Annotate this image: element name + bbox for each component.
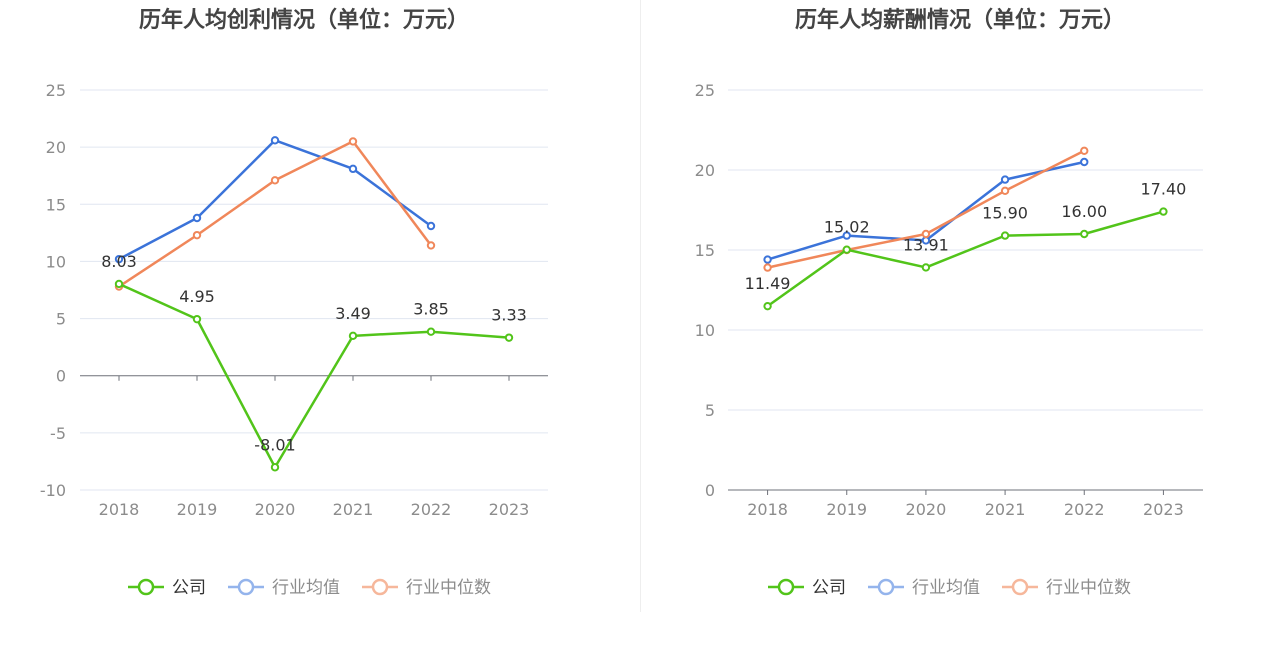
y-tick-label: 20 — [695, 161, 715, 180]
y-tick-label: 10 — [46, 252, 66, 271]
data-point — [842, 245, 851, 254]
series-line-0 — [118, 282, 510, 469]
y-tick-label: 25 — [46, 81, 66, 100]
data-point — [348, 164, 358, 174]
data-point — [426, 221, 436, 231]
x-tick-label: 2019 — [177, 500, 218, 519]
data-label: 3.33 — [491, 306, 527, 325]
right-chart-panel: 历年人均薪酬情况（单位：万元） 0 5 10 15 20 25 2018 2019 2020 202… — [640, 0, 1275, 655]
legend-swatch-marker — [237, 578, 255, 596]
y-tick-label: 5 — [705, 401, 715, 420]
chart-title: 历年人均创利情况（单位：万元） — [139, 7, 469, 33]
data-label: 16.00 — [1061, 202, 1107, 221]
data-point — [1000, 175, 1010, 184]
data-point — [763, 263, 772, 272]
x-tick-label: 2020 — [906, 500, 947, 519]
data-point — [270, 176, 280, 185]
data-point — [270, 463, 280, 472]
data-label: -8.01 — [254, 435, 295, 454]
data-point — [114, 254, 124, 264]
profit-per-capita-chart: 历年人均创利情况（单位：万元） -10 -5 0 5 10 15 20 25 2018 2019 20… — [40, 7, 548, 598]
legend-swatch-marker — [877, 578, 895, 596]
data-point — [114, 279, 124, 289]
panel-divider — [640, 0, 641, 612]
data-label: 8.03 — [101, 252, 137, 271]
x-tick-label: 2019 — [826, 500, 867, 519]
y-tick-label: 15 — [695, 241, 715, 260]
data-point — [1080, 157, 1089, 167]
legend-swatch-marker — [137, 578, 155, 596]
legend-swatch-marker — [1011, 578, 1029, 596]
y-tick-label: 25 — [695, 81, 715, 100]
x-tick-label: 2022 — [411, 500, 452, 519]
data-point — [192, 230, 202, 240]
data-point — [1080, 229, 1089, 239]
data-point — [270, 136, 280, 145]
data-point — [763, 255, 772, 264]
data-point — [504, 333, 514, 342]
data-label: 17.40 — [1141, 180, 1187, 199]
x-tick-label: 2023 — [1143, 500, 1184, 519]
data-point — [1159, 207, 1168, 216]
series-line-1 — [118, 139, 432, 261]
salary-per-capita-chart: 历年人均薪酬情况（单位：万元） 0 5 10 15 20 25 2018 2019 2020 202… — [695, 7, 1203, 598]
legend-label: 行业中位数 — [1046, 578, 1131, 598]
y-tick-label: 0 — [705, 481, 715, 500]
series-line-0 — [766, 210, 1164, 308]
y-tick-label: 5 — [56, 310, 66, 329]
y-tick-label: 10 — [695, 321, 715, 340]
data-label: 15.02 — [824, 218, 870, 237]
x-tick-label: 2018 — [99, 500, 140, 519]
legend-label: 公司 — [812, 578, 846, 598]
data-point — [426, 327, 436, 336]
legend-label: 行业均值 — [272, 578, 340, 598]
chart-title: 历年人均薪酬情况（单位：万元） — [795, 7, 1125, 33]
data-point — [763, 301, 772, 311]
data-point — [921, 229, 931, 239]
data-point — [192, 213, 202, 223]
y-tick-label: 20 — [46, 138, 66, 157]
data-point — [348, 331, 358, 341]
x-tick-label: 2023 — [489, 500, 530, 519]
data-point — [192, 314, 202, 324]
data-point — [348, 137, 358, 146]
x-tick-label: 2018 — [747, 500, 788, 519]
data-point — [921, 263, 931, 272]
data-label: 11.49 — [745, 274, 791, 293]
data-point — [1000, 231, 1010, 240]
data-label: 3.49 — [335, 304, 371, 323]
y-tick-label: -10 — [40, 481, 66, 500]
y-tick-label: -5 — [50, 424, 66, 443]
data-label: 3.85 — [413, 300, 449, 319]
legend-swatch-marker — [777, 578, 795, 596]
data-label: 13.91 — [903, 235, 949, 254]
legend-swatch-marker — [371, 578, 389, 596]
series-line-2 — [118, 140, 432, 288]
x-tick-label: 2020 — [255, 500, 296, 519]
y-tick-label: 15 — [46, 195, 66, 214]
y-tick-label: 0 — [56, 367, 66, 386]
x-tick-label: 2021 — [985, 500, 1026, 519]
data-label: 15.90 — [982, 204, 1028, 223]
data-point — [1000, 186, 1010, 196]
x-tick-label: 2021 — [333, 500, 374, 519]
legend-label: 公司 — [172, 578, 206, 598]
data-point — [1080, 146, 1089, 156]
legend-label: 行业均值 — [912, 578, 980, 598]
legend-label: 行业中位数 — [406, 578, 491, 598]
left-chart-panel: 历年人均创利情况（单位：万元） -10 -5 0 5 10 15 20 25 2018 2019 20… — [0, 0, 640, 655]
data-point — [426, 241, 436, 250]
data-label: 4.95 — [179, 287, 215, 306]
data-point — [842, 231, 851, 240]
x-tick-label: 2022 — [1064, 500, 1105, 519]
